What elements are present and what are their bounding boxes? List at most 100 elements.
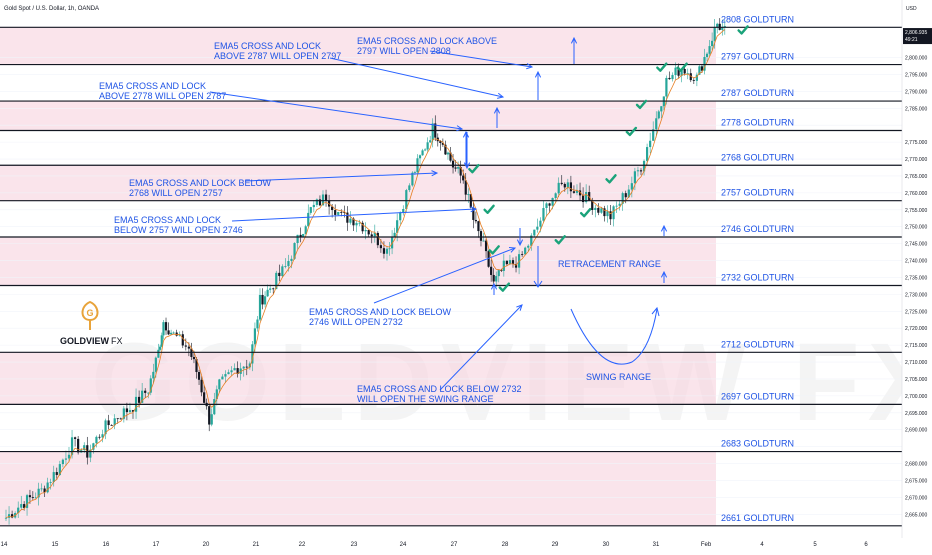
level-zone	[0, 101, 716, 131]
candle-body	[680, 68, 683, 76]
check-icon	[625, 126, 638, 137]
annotation-arrow	[231, 208, 477, 222]
check-icon	[579, 207, 592, 218]
candle-body	[700, 66, 704, 71]
annotation-text: ABOVE 2787 WILL OPEN 2797	[214, 51, 341, 61]
candle-body	[413, 172, 417, 174]
y-tick-label: 2,760.000	[905, 191, 927, 197]
y-tick-label: 2,750.000	[905, 225, 927, 231]
candle-body	[287, 260, 290, 267]
candle-body	[464, 180, 467, 195]
candle-body	[655, 118, 658, 130]
candle-body	[221, 376, 224, 380]
y-tick-label: 2,755.000	[905, 208, 927, 214]
x-tick-label: 6	[864, 542, 868, 548]
level-label: 2746 GOLDTURN	[721, 224, 794, 234]
candle-body	[61, 459, 64, 465]
y-tick-label: 2,790.000	[905, 89, 927, 95]
candle-body	[606, 211, 609, 217]
arrow-head	[490, 282, 498, 290]
candle-body	[418, 155, 422, 159]
price-axis-bg	[902, 0, 932, 550]
y-tick-label: 2,740.000	[905, 259, 927, 265]
candle-body	[239, 368, 242, 374]
annotation-text: 2768 WILL OPEN 2757	[129, 188, 223, 198]
candle-body	[695, 74, 698, 81]
candle-body	[141, 390, 144, 403]
candle-body	[630, 183, 633, 190]
candle-body	[125, 408, 129, 413]
y-tick-label: 2,675.000	[905, 478, 927, 484]
candle-body	[352, 218, 355, 226]
annotation-arrow	[439, 304, 523, 391]
candle-body	[472, 207, 475, 220]
candle-body	[474, 219, 477, 222]
candle-body	[603, 208, 606, 217]
candle-body	[215, 389, 218, 400]
y-tick-label: 2,715.000	[905, 343, 927, 349]
candle-body	[107, 420, 110, 426]
candle-body	[609, 211, 612, 220]
annotation-text: 2746 WILL OPEN 2732	[309, 317, 403, 327]
candle-body	[668, 77, 671, 80]
x-tick-label: 15	[52, 542, 59, 548]
candle-body	[302, 233, 305, 237]
candle-body	[307, 212, 310, 227]
x-tick-label: 29	[552, 542, 559, 548]
candle-body	[711, 40, 714, 47]
current-price-countdown: 49:21	[905, 37, 918, 43]
candle-body	[312, 204, 315, 208]
candle-body	[144, 390, 147, 393]
candle-body	[514, 264, 518, 268]
arrow-head	[534, 70, 542, 78]
x-tick-label: 21	[253, 542, 260, 548]
candle-body	[578, 190, 582, 196]
candle-body	[230, 370, 233, 373]
candle-body	[43, 488, 46, 493]
candle-body	[459, 167, 462, 176]
candle-body	[548, 203, 551, 206]
candle-body	[431, 123, 434, 141]
candle-body	[594, 207, 597, 210]
current-price-box	[903, 28, 932, 45]
arrow-head	[533, 280, 543, 288]
y-tick-label: 2,765.000	[905, 174, 927, 180]
annotation-text: RETRACEMENT RANGE	[558, 259, 661, 269]
candle-body	[361, 222, 364, 232]
candle-body	[304, 226, 307, 234]
x-tick-label: 5	[813, 542, 817, 548]
logo: G GOLDVIEW FX	[60, 300, 123, 346]
level-zone	[0, 165, 716, 201]
check-icon	[554, 235, 566, 245]
level-label: 2768 GOLDTURN	[721, 152, 794, 162]
candle-body	[122, 408, 125, 419]
arrow-head	[660, 224, 668, 232]
candle-body	[224, 374, 227, 377]
y-axis: 2,665.000 2,670.000 2,675.000 2,680.000 2,69…	[905, 56, 927, 519]
candle-body	[482, 240, 485, 242]
candle-body	[382, 248, 386, 254]
candle-body	[64, 458, 68, 460]
x-axis: 14 15 16 17 20 21 22 23 24 27 28 29 30 31 Feb 4 5 6	[1, 542, 869, 548]
grid-layer	[0, 57, 902, 515]
candle-body	[705, 53, 709, 58]
candle-body	[713, 27, 716, 41]
annotation-arrow	[373, 247, 516, 304]
candle-body	[624, 193, 627, 198]
candle-body	[184, 345, 187, 347]
candle-body	[131, 410, 135, 412]
candle-body	[318, 199, 322, 206]
candle-body	[495, 276, 498, 282]
candle-body	[649, 140, 652, 148]
candle-body	[23, 504, 26, 508]
candle-body	[137, 396, 141, 403]
candle-body	[424, 149, 427, 151]
candle-body	[296, 234, 299, 244]
candle-body	[479, 231, 483, 241]
candle-body	[692, 80, 695, 81]
candle-body	[677, 67, 680, 76]
candle-body	[572, 191, 576, 193]
swing-range-arc	[570, 308, 658, 365]
candle-body	[40, 488, 43, 490]
